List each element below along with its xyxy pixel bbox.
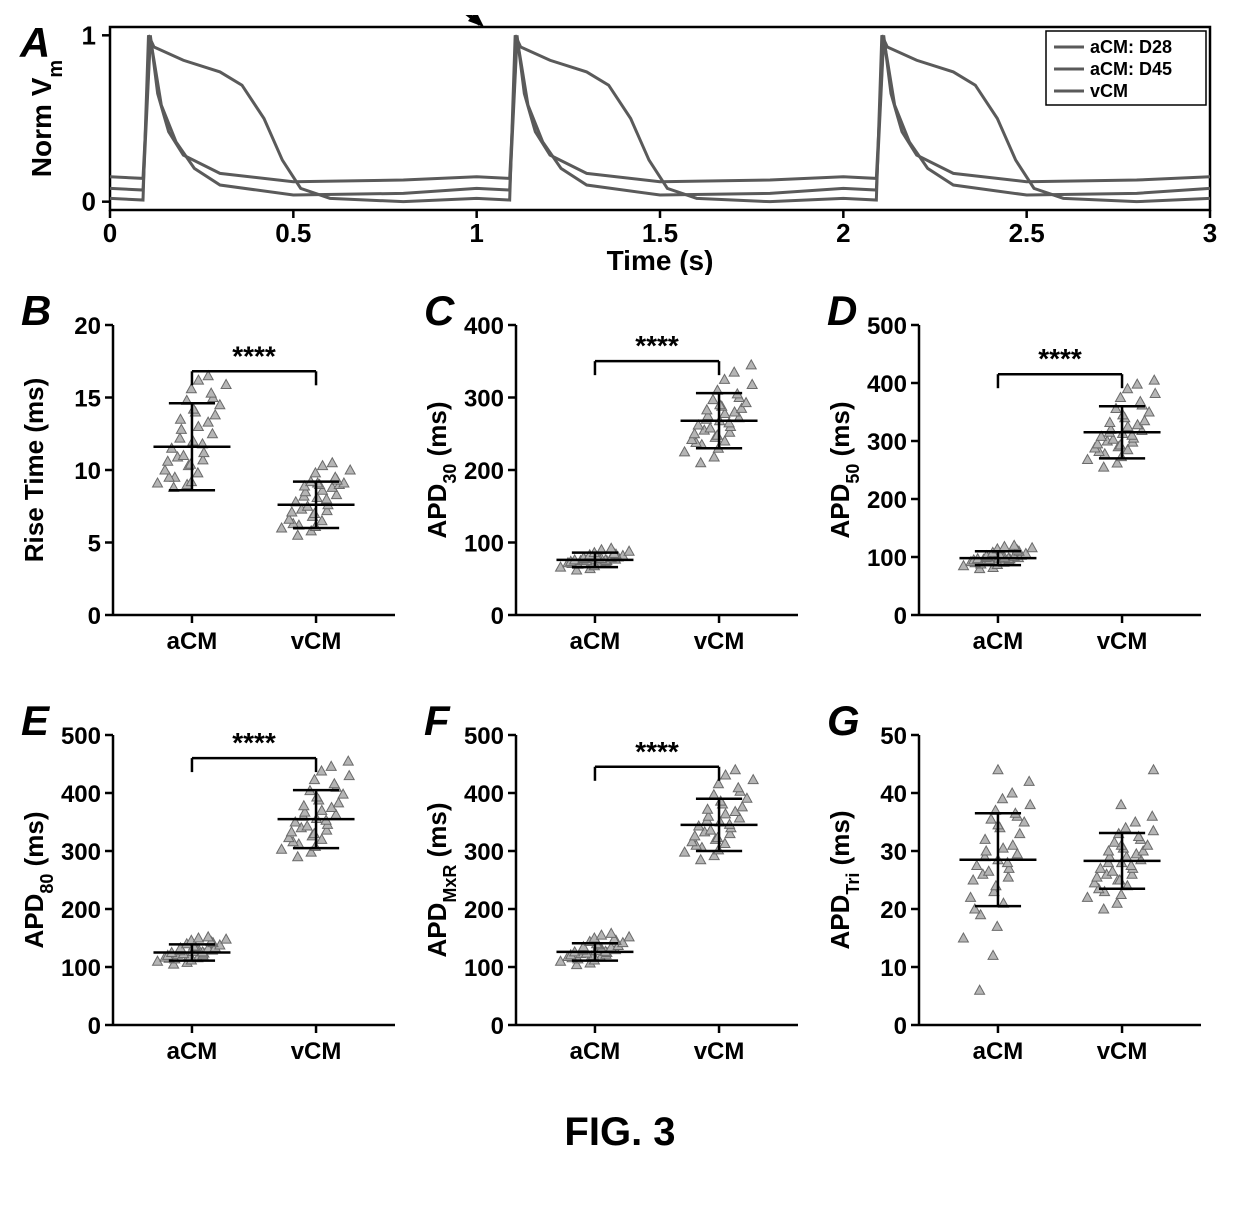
svg-text:aCM: aCM — [973, 628, 1024, 655]
svg-text:400: 400 — [464, 313, 504, 340]
svg-text:1: 1 — [469, 218, 483, 248]
svg-text:Time (s): Time (s) — [607, 245, 714, 275]
svg-text:aCM: aCM — [167, 1038, 218, 1065]
svg-text:50: 50 — [880, 723, 907, 750]
svg-text:40: 40 — [880, 781, 907, 808]
svg-text:100: 100 — [867, 545, 907, 572]
svg-text:aCM: aCM — [167, 628, 218, 655]
svg-text:aCM: aCM — [570, 1038, 621, 1065]
panel-A-svg: A 0 1 0 0.5 1 1.5 2 2.5 3 Norm Vm Time (s) aCM: D28a… — [15, 15, 1225, 275]
svg-text:100: 100 — [464, 531, 504, 558]
svg-text:0: 0 — [894, 1013, 907, 1040]
panel-C: C 0 100 200 300 400 aCM vCM APD30 (ms) **** — [418, 285, 821, 685]
svg-text:500: 500 — [61, 723, 101, 750]
svg-text:30: 30 — [880, 839, 907, 866]
svg-text:aCM: D45: aCM: D45 — [1090, 59, 1172, 79]
svg-text:100: 100 — [464, 955, 504, 982]
svg-text:****: **** — [1038, 343, 1082, 374]
panel-B: B 0 5 10 15 20 aCM vCM Rise Time (ms) **** — [15, 285, 418, 685]
svg-text:****: **** — [232, 340, 276, 371]
svg-text:vCM: vCM — [1090, 81, 1128, 101]
svg-text:C: C — [424, 287, 455, 334]
svg-text:2.5: 2.5 — [1009, 218, 1045, 248]
svg-text:300: 300 — [464, 839, 504, 866]
svg-text:20: 20 — [74, 313, 101, 340]
svg-text:200: 200 — [464, 458, 504, 485]
svg-text:10: 10 — [74, 458, 101, 485]
svg-text:G: G — [827, 697, 860, 744]
svg-text:100: 100 — [61, 955, 101, 982]
svg-text:400: 400 — [61, 781, 101, 808]
svg-text:300: 300 — [61, 839, 101, 866]
svg-text:20: 20 — [880, 897, 907, 924]
svg-text:E: E — [21, 697, 51, 744]
svg-text:0.5: 0.5 — [275, 218, 311, 248]
svg-text:15: 15 — [74, 386, 101, 413]
panel-E: E 0 100 200 300 400 500 aCM vCM APD80 (ms) **** — [15, 695, 418, 1095]
svg-text:2: 2 — [836, 218, 850, 248]
svg-text:0: 0 — [491, 603, 504, 630]
panel-A: A 0 1 0 0.5 1 1.5 2 2.5 3 Norm Vm Time (s) aCM: D28a… — [15, 15, 1225, 275]
svg-text:aCM: D28: aCM: D28 — [1090, 37, 1172, 57]
svg-text:200: 200 — [867, 487, 907, 514]
svg-text:D: D — [827, 287, 857, 334]
svg-text:0: 0 — [88, 1013, 101, 1040]
svg-text:3: 3 — [1203, 218, 1217, 248]
svg-text:200: 200 — [61, 897, 101, 924]
svg-text:1: 1 — [82, 20, 96, 50]
figure-caption: FIG. 3 — [15, 1110, 1225, 1155]
svg-text:0: 0 — [82, 187, 96, 217]
svg-text:0: 0 — [88, 603, 101, 630]
svg-text:F: F — [424, 697, 451, 744]
panel-F: F 0 100 200 300 400 500 aCM vCM APDMxR (ms) **** — [418, 695, 821, 1095]
svg-text:****: **** — [232, 727, 276, 758]
svg-text:400: 400 — [867, 371, 907, 398]
svg-text:Rise Time (ms): Rise Time (ms) — [19, 378, 49, 562]
svg-text:10: 10 — [880, 955, 907, 982]
svg-text:aCM: aCM — [570, 628, 621, 655]
svg-text:****: **** — [635, 736, 679, 767]
svg-text:aCM: aCM — [973, 1038, 1024, 1065]
svg-text:500: 500 — [867, 313, 907, 340]
svg-text:300: 300 — [867, 429, 907, 456]
panel-D: D 0 100 200 300 400 500 aCM vCM APD50 (ms) **** — [821, 285, 1224, 685]
svg-text:A: A — [19, 19, 50, 66]
svg-text:APD50 (ms): APD50 (ms) — [825, 401, 863, 538]
svg-text:5: 5 — [88, 531, 101, 558]
svg-text:1.5: 1.5 — [642, 218, 678, 248]
svg-text:0: 0 — [894, 603, 907, 630]
svg-text:vCM: vCM — [694, 1038, 745, 1065]
svg-text:vCM: vCM — [291, 628, 342, 655]
svg-text:APDTri (ms): APDTri (ms) — [825, 810, 863, 949]
svg-text:0: 0 — [491, 1013, 504, 1040]
svg-text:500: 500 — [464, 723, 504, 750]
svg-text:vCM: vCM — [694, 628, 745, 655]
figure-3: A0100.511.522.53Norm VmTime (s)aCM: D28a… — [15, 15, 1225, 1155]
svg-text:400: 400 — [464, 781, 504, 808]
panel-G: G 0 10 20 30 40 50 aCM vCM APDTri (ms) — [821, 695, 1224, 1095]
svg-text:vCM: vCM — [1097, 628, 1148, 655]
svg-text:0: 0 — [103, 218, 117, 248]
svg-text:B: B — [21, 287, 51, 334]
svg-text:300: 300 — [464, 386, 504, 413]
svg-text:vCM: vCM — [1097, 1038, 1148, 1065]
svg-text:Norm Vm: Norm Vm — [26, 60, 67, 177]
svg-text:APD30 (ms): APD30 (ms) — [422, 401, 460, 538]
svg-text:APDMxR (ms): APDMxR (ms) — [422, 802, 460, 957]
svg-text:APD80 (ms): APD80 (ms) — [19, 811, 57, 948]
svg-text:vCM: vCM — [291, 1038, 342, 1065]
svg-text:****: **** — [635, 330, 679, 361]
svg-text:200: 200 — [464, 897, 504, 924]
